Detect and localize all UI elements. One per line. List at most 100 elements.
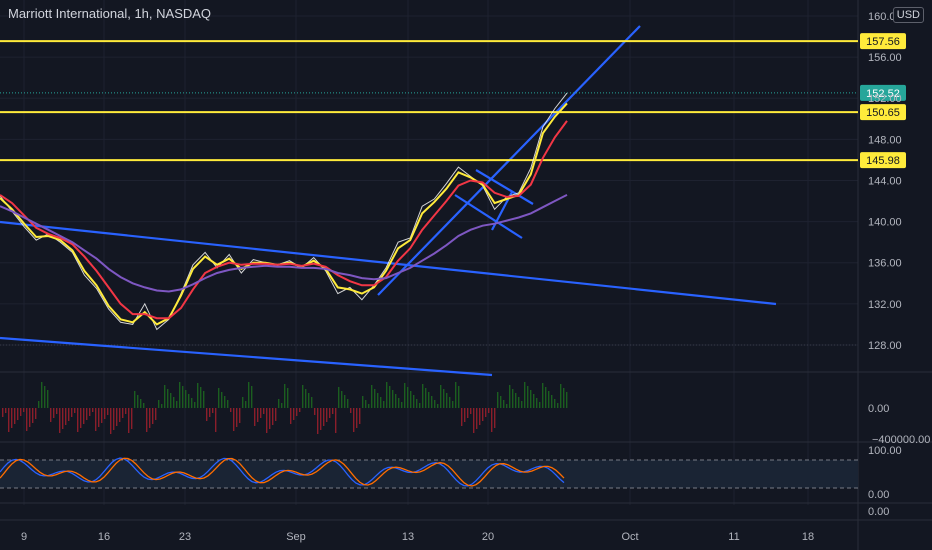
volume-bar [242,397,244,408]
price-axis: 160.00156.00152.00148.00144.00140.00136.… [868,11,930,518]
volume-bar [350,408,352,413]
volume-bar [323,408,325,426]
volume-bar [524,382,526,408]
volume-bar [170,393,172,408]
volume-bar [140,399,142,408]
volume-bar [473,408,475,433]
volume-bar [68,408,70,421]
volume-bar [257,408,259,422]
volume-bar [146,408,148,432]
volume-bar [221,392,223,408]
volume-bar [368,404,370,408]
volume-bar [533,394,535,408]
volume-bar [497,392,499,408]
volume-bar [14,408,16,424]
trendline [454,194,523,239]
volume-bar [152,408,154,424]
volume-bar [245,401,247,408]
horizontal-levels[interactable]: 157.56 150.65 145.98 152.52 [0,33,906,169]
volume-tick: −400000.00 [872,434,930,446]
currency-button[interactable]: USD [892,7,924,23]
volume-bar [59,408,61,433]
volume-bar [5,408,7,413]
volume-bar [515,393,517,408]
volume-bar [500,396,502,408]
volume-bar [293,408,295,420]
time-tick: Sep [286,531,306,543]
volume-bar [188,394,190,408]
volume-bar [488,408,490,413]
volume-bar [113,408,115,430]
last-price-tag [860,84,906,101]
volume-bar [353,408,355,432]
volume-bar [407,387,409,408]
volume-bar [398,398,400,408]
volume-bar [401,402,403,408]
volume-bar [263,408,265,414]
stoch-tick: 100.00 [868,445,902,457]
price-tick: 136.00 [868,258,902,270]
time-tick: 20 [482,531,494,543]
volume-bar [476,408,478,429]
volume-bar [209,408,211,417]
volume-bar [389,386,391,408]
volume-bar [92,408,94,412]
time-tick: Oct [621,531,638,543]
volume-bar [197,383,199,408]
volume-bar [101,408,103,423]
volume-bar [425,388,427,408]
volume-bar [431,396,433,408]
volume-bar [482,408,484,421]
volume-bar [416,399,418,408]
volume-bar [536,398,538,408]
volume-bar [305,389,307,408]
volume-bar [233,408,235,431]
volume-bar [131,408,133,429]
volume-bar [518,397,520,408]
volume-bar [272,408,274,425]
volume-bar [554,399,556,408]
volume-bar [296,408,298,416]
volume-bar [158,400,160,408]
volume-bar [506,404,508,408]
volume-bar [338,387,340,408]
volume-bar [359,408,361,424]
volume-bar [8,408,10,432]
volume-bar [503,400,505,408]
volume-bar [104,408,106,419]
volume-bar [236,408,238,427]
volume-bar [380,397,382,408]
level-price-tag [860,33,906,50]
volume-bar [248,382,250,408]
level-price-label: 150.65 [866,107,900,119]
volume-bar [299,408,301,412]
price-series [0,92,568,331]
volume-bar [161,404,163,408]
volume-bar [251,386,253,408]
volume-bar [287,388,289,408]
volume-bar [65,408,67,425]
price-tick: 140.00 [868,217,902,229]
price-tick: 128.00 [868,340,902,352]
volume-bar [344,395,346,408]
volume-bar [458,386,460,408]
volume-bar [317,408,319,434]
volume-bar [326,408,328,422]
volume-bar [74,408,76,413]
volume-bar [215,408,217,432]
volume-bar [260,408,262,418]
volume-bar [560,384,562,408]
volume-bar [470,408,472,414]
volume-bar [275,408,277,421]
volume-bar [437,404,439,408]
volume-bar [26,408,28,431]
volume-bar [227,400,229,408]
volume-bar [386,382,388,408]
volume-bar [224,396,226,408]
volume-bar [89,408,91,416]
volume-bar [128,408,130,433]
volume-bar [434,400,436,408]
volume-bar [539,402,541,408]
